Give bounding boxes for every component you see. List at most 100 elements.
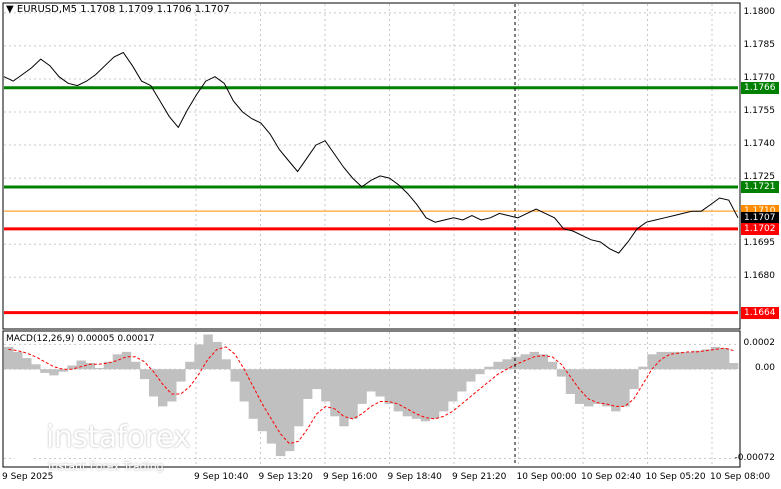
macd-bar (284, 369, 295, 452)
time-tick-label: 9 Sep 18:40 (387, 472, 442, 482)
dropdown-triangle-icon[interactable]: ▼ (6, 4, 14, 15)
level-lines (4, 86, 738, 315)
macd-bar (221, 359, 231, 370)
macd-bar (203, 334, 213, 370)
macd-bar (275, 369, 286, 457)
macd-bar (683, 351, 693, 370)
macd-bar (294, 369, 304, 427)
macd-bar (475, 369, 485, 375)
macd-main-value: 0.00005 (77, 334, 115, 344)
macd-bar (4, 346, 14, 370)
macd-bar (13, 351, 23, 370)
macd-bar (674, 351, 684, 370)
instaforex-logo: instaforex Instant Forex Trading (4, 420, 191, 486)
symbol-label: EURUSD,M5 (16, 4, 78, 15)
price-tag-1.1707: 1.1707 (741, 211, 779, 224)
macd-bar (94, 368, 104, 370)
macd-bar (538, 354, 548, 370)
macd-bar (701, 349, 712, 370)
price-tick-label: 1.1800 (743, 6, 776, 17)
macd-bar (529, 351, 539, 370)
macd-bar (466, 369, 476, 382)
macd-bar (230, 369, 240, 382)
macd-bar (40, 369, 50, 373)
macd-bar (602, 369, 612, 407)
macd-bar (49, 369, 59, 376)
macd-bar (257, 369, 268, 432)
macd-bar (647, 354, 657, 370)
time-tick-label: 10 Sep 00:00 (516, 472, 577, 482)
price-tag-1.1664: 1.1664 (741, 306, 779, 319)
macd-bar (375, 369, 385, 397)
macd-bar (457, 369, 467, 392)
price-series-line (3, 51, 739, 254)
macd-bar (67, 365, 77, 370)
macd-bar (547, 361, 558, 370)
macd-bar (121, 351, 132, 370)
macd-bar (556, 369, 567, 377)
macd-bar (728, 363, 739, 370)
grid-lines (4, 4, 738, 466)
macd-bar (574, 369, 585, 404)
symbol-header: ▼ EURUSD,M5 1.1708 1.1709 1.1706 1.1707 (6, 4, 230, 15)
macd-tick-label: -0.00072 (734, 452, 775, 463)
price-tag-1.1721: 1.1721 (741, 180, 779, 193)
macd-bar (139, 369, 150, 380)
time-tick-label-partial: 9 Sep 2025 (2, 472, 54, 482)
macd-bar (656, 351, 666, 370)
macd-bar (584, 369, 594, 407)
price-tag-1.1702: 1.1702 (741, 222, 779, 235)
price-tick-label: 1.1695 (743, 238, 776, 249)
low-value: 1.1706 (156, 4, 192, 15)
time-tick-label: 10 Sep 05:20 (645, 472, 706, 482)
time-tick-label: 10 Sep 02:40 (581, 472, 642, 482)
macd-tick-label: 0.00 (754, 363, 775, 374)
macd-bar (112, 354, 123, 370)
macd-bar (149, 369, 159, 397)
macd-bar (420, 369, 431, 422)
macd-label: MACD(12,26,9) (6, 334, 75, 344)
macd-bar (76, 360, 86, 370)
time-tick-label: 9 Sep 10:40 (194, 472, 249, 482)
macd-bar (348, 369, 358, 419)
price-tick-label: 1.1755 (743, 106, 776, 116)
macd-bar (185, 361, 195, 370)
macd-bar (103, 361, 114, 370)
macd-bar (692, 350, 703, 370)
macd-bar (312, 369, 322, 390)
macd-bar (611, 369, 621, 412)
macd-header: MACD(12,26,9) 0.00005 0.00017 (6, 334, 155, 344)
macd-bar (167, 369, 177, 402)
macd-bar (357, 369, 367, 404)
price-tick-label: 1.1680 (743, 271, 776, 282)
macd-bar (710, 346, 721, 370)
macd-bar (638, 366, 648, 370)
macd-bar (511, 356, 521, 370)
macd-bar (176, 369, 186, 382)
macd-signal-value: 0.00017 (117, 334, 155, 344)
time-tick-label: 10 Sep 08:00 (710, 472, 771, 482)
price-tag-1.1766: 1.1766 (741, 81, 779, 94)
macd-bar (629, 369, 639, 390)
macd-bar (239, 369, 249, 402)
macd-bar (321, 369, 331, 402)
macd-histogram (4, 334, 739, 457)
macd-bar (429, 369, 440, 419)
macd-bar (366, 369, 376, 392)
macd-bar (248, 369, 259, 419)
price-pane-frame (2, 2, 741, 330)
macd-bar (194, 344, 204, 370)
macd-bar (719, 348, 730, 370)
macd-bar (402, 369, 413, 417)
macd-bar (411, 369, 422, 419)
macd-bar (85, 363, 95, 370)
macd-bar (484, 366, 494, 370)
macd-bar (565, 369, 576, 394)
macd-bar (493, 361, 503, 370)
price-tick-label: 1.1740 (743, 139, 776, 150)
price-tick-label: 1.1725 (743, 172, 776, 183)
macd-bar (330, 369, 340, 417)
time-tick-label: 9 Sep 13:20 (258, 472, 313, 482)
